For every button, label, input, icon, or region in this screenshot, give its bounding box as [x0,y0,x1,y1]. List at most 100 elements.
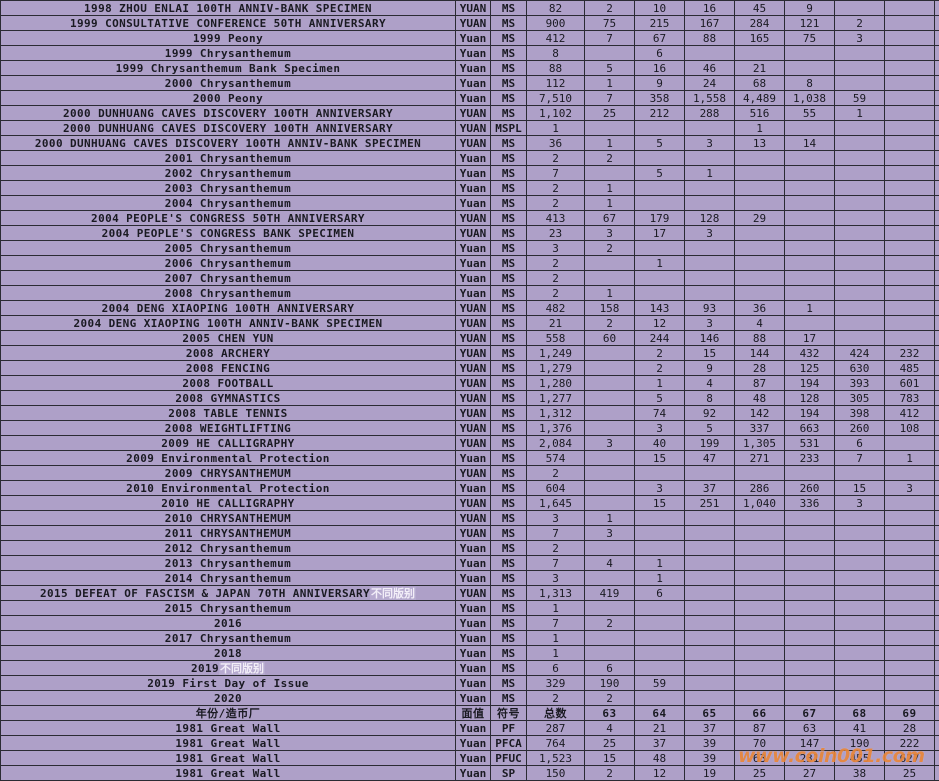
cell-grade-70 [935,676,939,691]
cell-symbol: MS [491,631,527,646]
table-row: 2000 DUNHUANG CAVES DISCOVERY 100TH ANNI… [1,106,939,121]
cell-denomination: Yuan [456,571,491,586]
cell-grade-63 [585,406,635,421]
cell-grade-68: 630 [835,361,885,376]
cell-grade-69 [885,211,935,226]
cell-denomination: YUAN [456,346,491,361]
cell-grade-66: 1,040 [735,496,785,511]
cell-grade-69: 222 [885,736,935,751]
cell-grade-63: 60 [585,331,635,346]
cell-grade-63 [585,571,635,586]
cell-symbol: MS [491,331,527,346]
cell-grade-63 [585,496,635,511]
cell-grade-64 [635,271,685,286]
cell-grade-64 [635,181,685,196]
cell-grade-65 [685,631,735,646]
cell-denomination: Yuan [456,751,491,766]
cell-year-mint: 1999 Chrysanthemum Bank Specimen [1,61,456,76]
cell-grade-67: 432 [785,346,835,361]
cell-year-mint: 2009 CHRYSANTHEMUM [1,466,456,481]
cell-grade-67 [785,586,835,601]
cell-denomination: Yuan [456,451,491,466]
cell-grade-66: 1,305 [735,436,785,451]
cell-grade-69 [885,1,935,16]
cell-grade-65: 16 [685,1,735,16]
cell-year-mint: 2004 Chrysanthemum [1,196,456,211]
cell-grade-65: 3 [685,316,735,331]
cell-grade-64: 244 [635,331,685,346]
cell-grade-64: 12 [635,316,685,331]
cell-denomination: YUAN [456,1,491,16]
cell-symbol: MS [491,346,527,361]
cell-total: 1,102 [527,106,585,121]
cell-grade-70 [935,196,939,211]
cell-grade-65 [685,511,735,526]
cell-grade-63: 6 [585,661,635,676]
cell-grade-65 [685,586,735,601]
cell-grade-70 [935,151,939,166]
cell-grade-65: 8 [685,391,735,406]
cell-grade-66 [735,466,785,481]
cell-grade-69 [885,331,935,346]
cell-total: 36 [527,136,585,151]
cell-symbol: MS [491,316,527,331]
cell-total: 558 [527,331,585,346]
cell-grade-65: 37 [685,481,735,496]
cell-total: 329 [527,676,585,691]
cell-grade-70 [935,541,939,556]
cell-symbol: MS [491,451,527,466]
cell-grade-67: 260 [785,481,835,496]
cell-grade-64: 1 [635,571,685,586]
cell-grade-63: 25 [585,106,635,121]
cell-symbol: MS [491,496,527,511]
cell-year-mint: 2006 Chrysanthemum [1,256,456,271]
cell-symbol: MS [491,526,527,541]
cell-grade-64 [635,121,685,136]
cell-denomination: Yuan [456,631,491,646]
cell-grade-68 [835,181,885,196]
cell-grade-67 [785,286,835,301]
cell-total: 413 [527,211,585,226]
cell-total: 7 [527,166,585,181]
cell-grade-67: 147 [785,736,835,751]
cell-total: 1 [527,121,585,136]
cell-grade-70 [935,331,939,346]
cell-symbol: MS [491,226,527,241]
cell-grade-67 [785,661,835,676]
cell-grade-70 [935,571,939,586]
cell-grade-68: 393 [835,376,885,391]
cell-grade-65: 1,558 [685,91,735,106]
cell-year-mint: 2007 Chrysanthemum [1,271,456,286]
cell-grade-68 [835,556,885,571]
cell-grade-70 [935,511,939,526]
cell-grade-66 [735,616,785,631]
cell-total: 574 [527,451,585,466]
cell-grade-70 [935,601,939,616]
cell-symbol: MS [491,436,527,451]
cell-grade-65: 146 [685,331,735,346]
cell-grade-67: 121 [785,16,835,31]
cell-grade-65: 65 [685,706,735,721]
cell-grade-63: 7 [585,91,635,106]
cell-grade-64 [635,631,685,646]
cell-grade-63: 2 [585,691,635,706]
cell-grade-66 [735,241,785,256]
cell-total: 21 [527,316,585,331]
cell-grade-67 [785,511,835,526]
cell-grade-65: 37 [685,721,735,736]
cell-grade-70 [935,181,939,196]
cell-grade-65 [685,526,735,541]
cell-grade-65 [685,256,735,271]
cell-grade-66: 4 [735,316,785,331]
cell-grade-64: 12 [635,766,685,781]
cell-total: 3 [527,511,585,526]
cell-denomination: YUAN [456,511,491,526]
